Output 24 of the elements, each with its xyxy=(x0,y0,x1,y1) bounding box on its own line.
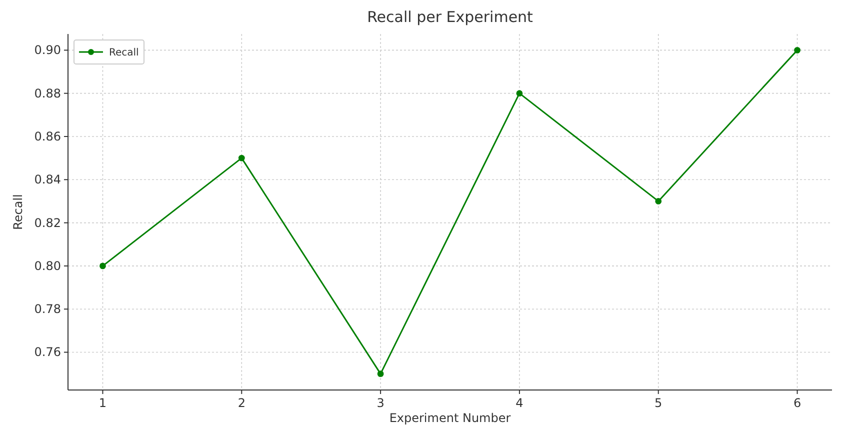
x-tick-label: 1 xyxy=(98,396,107,410)
y-tick-label: 0.88 xyxy=(34,86,61,100)
x-axis-title: Experiment Number xyxy=(389,411,511,425)
y-tick-label: 0.78 xyxy=(34,302,61,316)
y-tick-label: 0.90 xyxy=(34,43,61,58)
chart-title: Recall per Experiment xyxy=(367,8,534,26)
point xyxy=(516,90,523,97)
legend-label: Recall xyxy=(109,48,139,58)
x-tick-label: 6 xyxy=(793,396,802,410)
x-tick-label: 5 xyxy=(654,396,662,410)
y-axis-title: Recall xyxy=(11,194,25,230)
y-tick-label: 0.84 xyxy=(34,172,61,187)
y-tick-label: 0.86 xyxy=(34,129,61,144)
x-tick-label: 2 xyxy=(238,396,246,410)
point xyxy=(655,198,662,204)
point xyxy=(377,370,384,378)
x-tick-label: 4 xyxy=(516,396,524,410)
point xyxy=(238,154,245,162)
point xyxy=(100,262,106,270)
y-tick-label: 0.82 xyxy=(34,216,61,230)
y-tick-label: 0.76 xyxy=(34,345,61,360)
point xyxy=(794,46,800,54)
x-tick-label: 3 xyxy=(376,396,384,410)
y-tick-label: 0.80 xyxy=(34,258,61,273)
